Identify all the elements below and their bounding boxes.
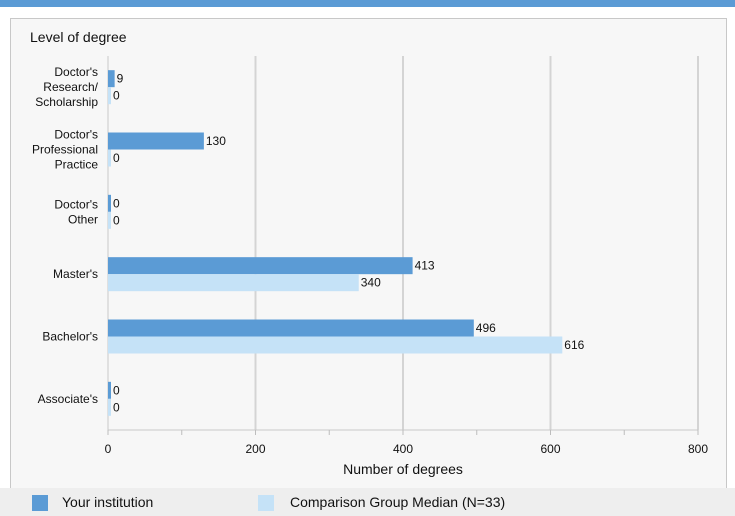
x-tick-label: 600 bbox=[540, 442, 560, 456]
bar-comparison-median bbox=[108, 398, 111, 416]
chart-title: Level of degree bbox=[30, 29, 127, 45]
data-label: 616 bbox=[564, 338, 584, 352]
y-category-label: Practice bbox=[55, 158, 99, 172]
bar-your-institution bbox=[108, 70, 115, 88]
bar-your-institution bbox=[108, 132, 204, 150]
data-label: 0 bbox=[113, 383, 120, 397]
y-category-label: Master's bbox=[53, 267, 98, 281]
data-label: 496 bbox=[476, 321, 496, 335]
bar-your-institution bbox=[108, 381, 111, 399]
y-category-label: Doctor's bbox=[54, 128, 98, 142]
bar-comparison-median bbox=[108, 87, 111, 105]
bar-comparison-median bbox=[108, 211, 111, 229]
data-label: 130 bbox=[206, 134, 226, 148]
data-label: 340 bbox=[361, 276, 381, 290]
data-label: 0 bbox=[113, 89, 120, 103]
legend-swatch-comparison-median bbox=[258, 495, 274, 511]
y-category-label: Doctor's bbox=[54, 65, 98, 79]
legend-swatch-your-institution bbox=[32, 495, 48, 511]
legend-label-comparison-median: Comparison Group Median (N=33) bbox=[290, 494, 506, 510]
legend: Your institution Comparison Group Median… bbox=[0, 488, 735, 516]
data-label: 0 bbox=[113, 196, 120, 210]
bar-your-institution bbox=[108, 194, 111, 212]
x-tick-label: 800 bbox=[688, 442, 708, 456]
x-tick-label: 400 bbox=[393, 442, 413, 456]
bar-comparison-median bbox=[108, 274, 359, 292]
bar-comparison-median bbox=[108, 336, 563, 354]
y-category-label: Scholarship bbox=[35, 95, 98, 109]
x-axis-label: Number of degrees bbox=[343, 461, 463, 477]
chart-panel bbox=[10, 18, 727, 490]
data-label: 413 bbox=[415, 259, 435, 273]
y-category-label: Doctor's bbox=[54, 197, 98, 211]
x-tick-label: 0 bbox=[105, 442, 112, 456]
header-accent-bar bbox=[0, 0, 735, 7]
y-category-label: Other bbox=[68, 212, 98, 226]
y-category-label: Professional bbox=[32, 143, 98, 157]
bar-chart: Level of degree Number of degrees 0 200 40… bbox=[30, 29, 708, 477]
data-label: 9 bbox=[117, 72, 124, 86]
legend-label-your-institution: Your institution bbox=[62, 494, 154, 510]
bar-your-institution bbox=[108, 319, 474, 337]
y-category-label: Bachelor's bbox=[42, 330, 98, 344]
data-label: 0 bbox=[113, 213, 120, 227]
data-label: 0 bbox=[113, 151, 120, 165]
x-tick-label: 200 bbox=[245, 442, 265, 456]
bar-comparison-median bbox=[108, 149, 111, 167]
bar-your-institution bbox=[108, 257, 413, 275]
y-category-label: Associate's bbox=[38, 392, 98, 406]
y-category-label: Research/ bbox=[43, 80, 98, 94]
data-label: 0 bbox=[113, 400, 120, 414]
